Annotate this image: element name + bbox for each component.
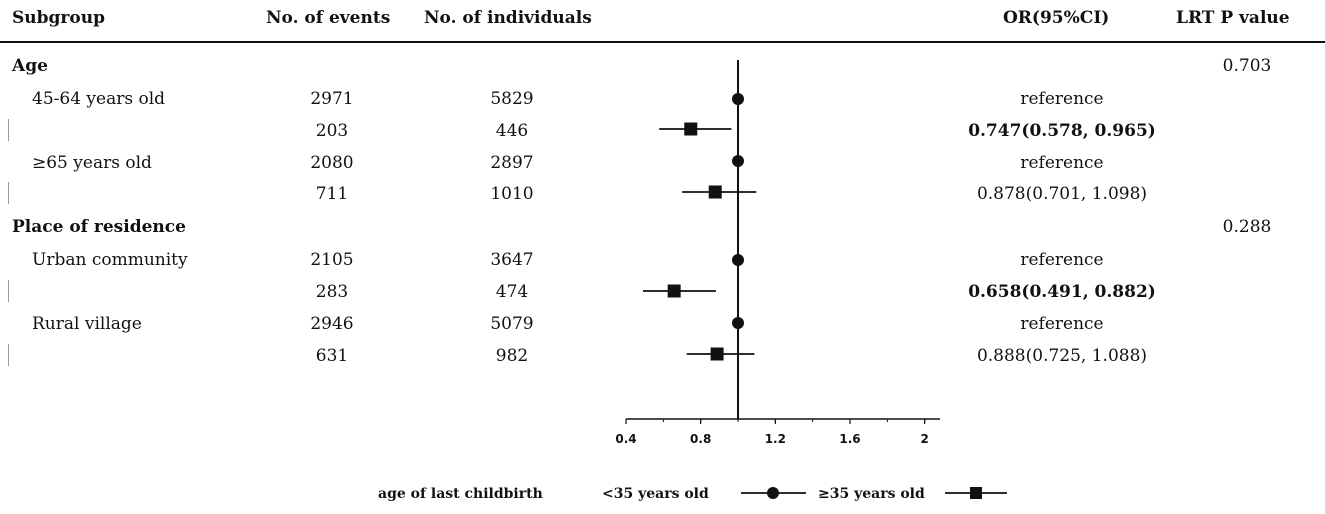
x-tick-label: 1.2 — [765, 432, 786, 446]
row-individuals: 2897 — [490, 153, 534, 173]
point-reference-circle — [732, 155, 744, 167]
header-p-value: LRT P value — [1176, 8, 1290, 28]
x-tick-label: 0.4 — [615, 432, 636, 446]
legend-marker-circle — [767, 487, 779, 499]
point-reference-circle — [732, 254, 744, 266]
point-or-square — [710, 347, 724, 361]
row-or-ci: reference — [1020, 250, 1104, 270]
group-title-age: Age — [12, 56, 48, 76]
row-events: 2971 — [310, 89, 354, 109]
row-or-ci: reference — [1020, 314, 1104, 334]
group-title-residence: Place of residence — [12, 217, 186, 237]
row-events: 2105 — [310, 250, 354, 270]
x-tick-label: 2 — [920, 432, 928, 446]
row-events: 711 — [315, 184, 349, 204]
row-individuals: 5079 — [490, 314, 534, 334]
row-label: Urban community — [32, 250, 188, 270]
header-rule — [0, 41, 1325, 43]
row-or-ci: reference — [1020, 89, 1104, 109]
row-events: 203 — [315, 121, 349, 141]
legend-label-square: ≥35 years old — [818, 486, 925, 502]
row-bracket — [8, 182, 9, 204]
header-individuals: No. of individuals — [424, 8, 592, 28]
x-tick-label: 0.8 — [690, 432, 711, 446]
row-events: 283 — [315, 282, 349, 302]
group-p-value-residence: 0.288 — [1222, 217, 1272, 237]
header-subgroup: Subgroup — [12, 8, 105, 28]
row-or-ci: 0.888(0.725, 1.088) — [976, 346, 1148, 366]
x-tick-label: 1.6 — [839, 432, 860, 446]
row-label: 45-64 years old — [32, 89, 166, 109]
point-or-square — [684, 122, 698, 136]
header-events: No. of events — [266, 8, 391, 28]
row-individuals: 474 — [495, 282, 529, 302]
row-events: 631 — [315, 346, 349, 366]
group-p-value-age: 0.703 — [1222, 56, 1272, 76]
header-or: OR(95%CI) — [1003, 8, 1110, 28]
row-individuals: 5829 — [490, 89, 534, 109]
row-individuals: 446 — [495, 121, 529, 141]
row-individuals: 3647 — [490, 250, 534, 270]
point-or-square — [708, 185, 722, 199]
row-or-ci: 0.747(0.578, 0.965) — [968, 121, 1156, 141]
point-or-square — [667, 284, 681, 298]
row-label: Rural village — [32, 314, 142, 334]
row-label: ≥65 years old — [32, 153, 152, 173]
point-reference-circle — [732, 317, 744, 329]
row-or-ci: 0.878(0.701, 1.098) — [976, 184, 1148, 204]
row-individuals: 1010 — [490, 184, 534, 204]
row-bracket — [8, 344, 9, 366]
row-bracket — [8, 119, 9, 141]
legend-title: age of last childbirth — [378, 486, 543, 502]
row-or-ci: reference — [1020, 153, 1104, 173]
row-events: 2080 — [310, 153, 354, 173]
row-individuals: 982 — [495, 346, 529, 366]
row-bracket — [8, 280, 9, 302]
row-or-ci: 0.658(0.491, 0.882) — [968, 282, 1156, 302]
row-events: 2946 — [310, 314, 354, 334]
point-reference-circle — [732, 93, 744, 105]
legend-marker-square — [970, 487, 982, 499]
legend-label-circle: <35 years old — [602, 486, 709, 502]
